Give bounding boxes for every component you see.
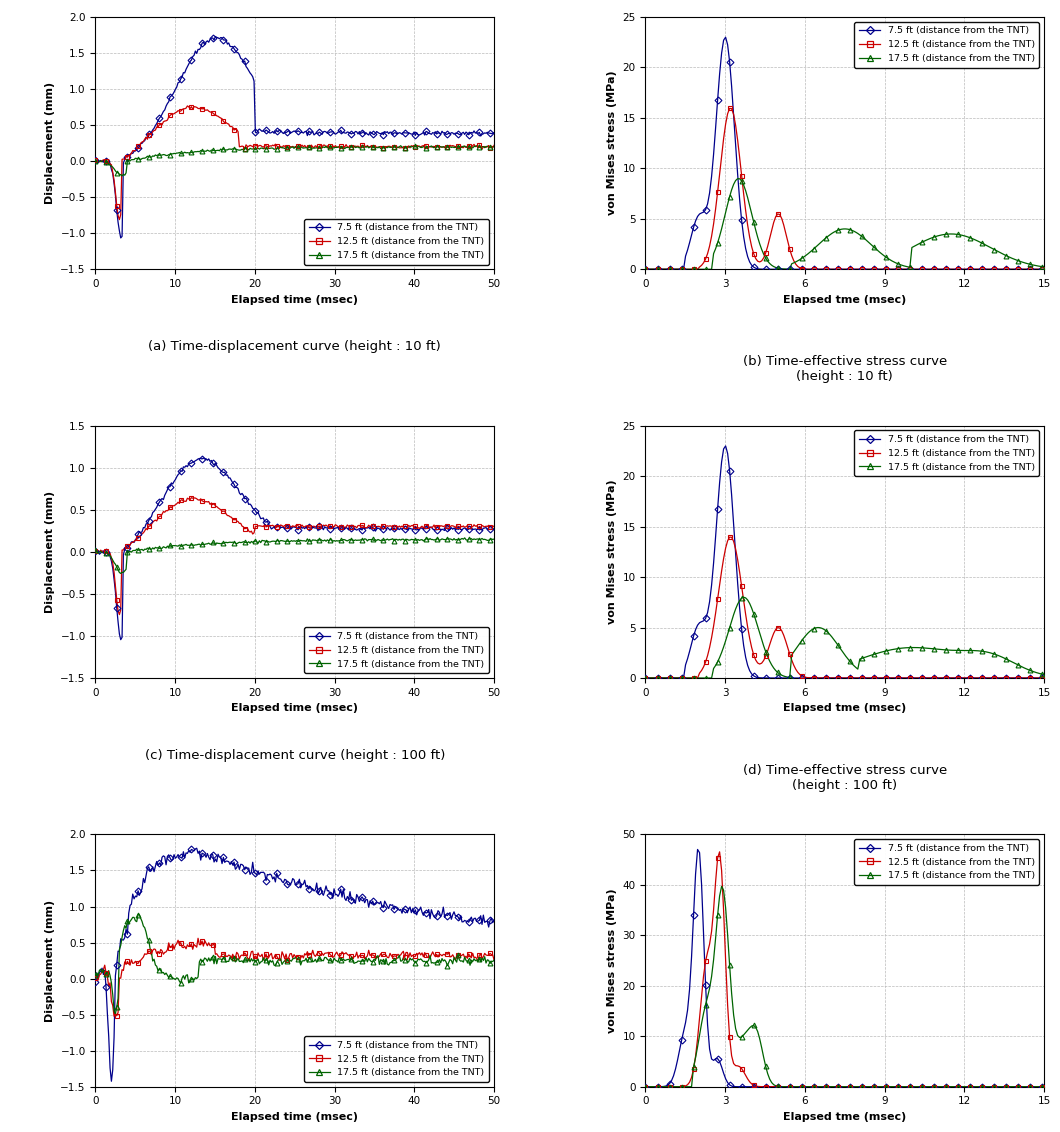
- X-axis label: Elapsed time (msec): Elapsed time (msec): [231, 703, 358, 713]
- Legend: 7.5 ft (distance from the TNT), 12.5 ft (distance from the TNT), 17.5 ft (distan: 7.5 ft (distance from the TNT), 12.5 ft …: [854, 430, 1040, 477]
- Legend: 7.5 ft (distance from the TNT), 12.5 ft (distance from the TNT), 17.5 ft (distan: 7.5 ft (distance from the TNT), 12.5 ft …: [304, 1036, 490, 1082]
- Y-axis label: Displacement (mm): Displacement (mm): [45, 82, 55, 204]
- Text: (c) Time-displacement curve (height : 100 ft): (c) Time-displacement curve (height : 10…: [144, 748, 445, 762]
- Y-axis label: von Mises stress (MPa): von Mises stress (MPa): [607, 480, 617, 624]
- Text: (d) Time-effective stress curve
(height : 100 ft): (d) Time-effective stress curve (height …: [743, 764, 947, 791]
- X-axis label: Elapsed tme (msec): Elapsed tme (msec): [783, 294, 906, 305]
- Y-axis label: von Mises stress (MPa): von Mises stress (MPa): [607, 889, 617, 1032]
- Legend: 7.5 ft (distance from the TNT), 12.5 ft (distance from the TNT), 17.5 ft (distan: 7.5 ft (distance from the TNT), 12.5 ft …: [854, 839, 1040, 885]
- Y-axis label: Displacement (mm): Displacement (mm): [45, 491, 55, 612]
- Y-axis label: von Mises stress (MPa): von Mises stress (MPa): [607, 71, 617, 215]
- X-axis label: Elapsed tme (msec): Elapsed tme (msec): [783, 1112, 906, 1122]
- X-axis label: Elapsed time (msec): Elapsed time (msec): [231, 294, 358, 305]
- Text: (b) Time-effective stress curve
(height : 10 ft): (b) Time-effective stress curve (height …: [743, 355, 947, 383]
- Legend: 7.5 ft (distance from the TNT), 12.5 ft (distance from the TNT), 17.5 ft (distan: 7.5 ft (distance from the TNT), 12.5 ft …: [304, 218, 490, 265]
- Y-axis label: Displacement (mm): Displacement (mm): [45, 900, 55, 1022]
- Legend: 7.5 ft (distance from the TNT), 12.5 ft (distance from the TNT), 17.5 ft (distan: 7.5 ft (distance from the TNT), 12.5 ft …: [304, 627, 490, 674]
- X-axis label: Elapsed time (msec): Elapsed time (msec): [231, 1112, 358, 1122]
- Text: (a) Time-displacement curve (height : 10 ft): (a) Time-displacement curve (height : 10…: [148, 340, 441, 353]
- X-axis label: Elapsed tme (msec): Elapsed tme (msec): [783, 703, 906, 713]
- Legend: 7.5 ft (distance from the TNT), 12.5 ft (distance from the TNT), 17.5 ft (distan: 7.5 ft (distance from the TNT), 12.5 ft …: [854, 22, 1040, 68]
